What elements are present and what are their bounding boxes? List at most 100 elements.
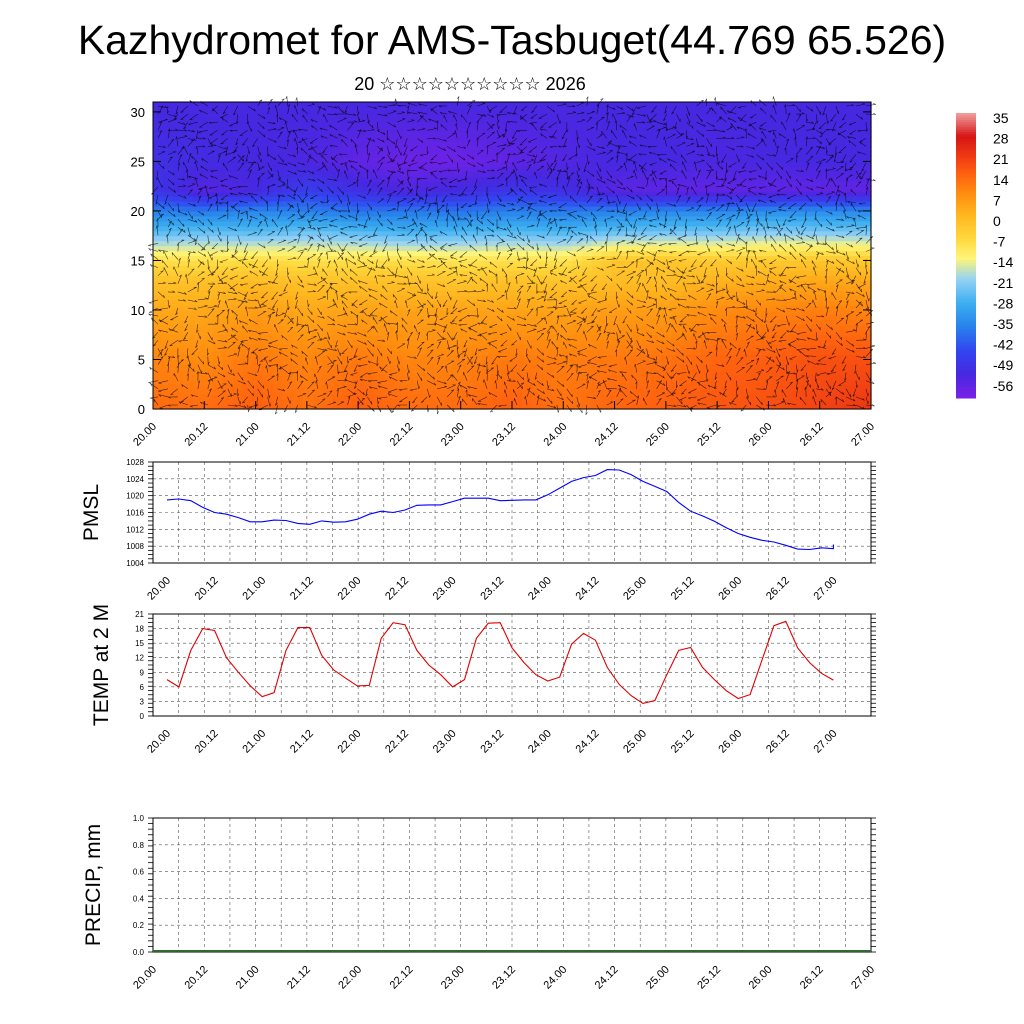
x-tick-label: 22.12 [388,421,416,449]
y-tick-label: 0.8 [133,841,145,850]
colorbar-label: 21 [993,151,1009,167]
x-tick-label: 21.12 [285,421,313,449]
x-tick-label: 20.12 [182,964,210,992]
colorbar-label: -28 [993,295,1013,311]
x-tick-label: 23.00 [439,964,467,992]
y-axis-title: TEMP at 2 M [90,604,113,726]
y-tick-label: 1028 [126,458,144,467]
x-tick-label: 22.00 [336,575,364,603]
x-tick-label: 26.12 [798,964,826,992]
y-tick-label: 21 [135,610,144,619]
x-tick-label: 22.00 [336,728,364,756]
x-tick-label: 20.00 [145,728,173,756]
x-tick-label: 26.12 [764,575,792,603]
x-tick-label: 27.00 [849,964,877,992]
y-tick-label: 15 [131,253,145,268]
y-tick-label: 18 [135,625,144,634]
colorbar-label: 14 [993,172,1009,188]
x-tick-label: 21.00 [240,575,268,603]
temp-plot: 0 3 6 9 12 15 18 21 20.00 20.12 21.00 21.12 22.00 22.… [90,604,876,756]
vertical-section-plot: 0 5 10 15 20 25 30 20.00 20.12 21.00 21.12 22.00 22.… [131,96,877,449]
y-tick-label: 6 [140,683,145,692]
y-tick-label: 5 [138,352,145,367]
temperature-field [153,102,872,410]
x-tick-label: 23.12 [478,575,506,603]
colorbar-label: -56 [993,378,1013,394]
wind-vectors [148,96,877,415]
x-tick-label: 27.00 [812,575,840,603]
minor-ticks [148,817,876,953]
panel-frame [152,613,872,717]
x-tick-label: 24.00 [541,964,569,992]
colorbar-label: -49 [993,357,1013,373]
colorbar-label: 0 [993,213,1001,229]
grid [152,613,872,717]
x-tick-label: 25.00 [621,575,649,603]
x-tick-label: 20.12 [193,575,221,603]
x-tick-label: 25.00 [644,964,672,992]
y-tick-label: 0.4 [133,894,145,903]
x-tick-label: 21.12 [288,728,316,756]
x-tick-label: 24.12 [593,964,621,992]
x-tick-label: 23.12 [478,728,506,756]
colorbar-label: -42 [993,337,1013,353]
chart-subtitle: 20 ☆☆☆☆☆☆☆☆☆☆ 2026 [354,74,586,94]
x-tick-label: 26.00 [747,964,775,992]
pmsl-plot: 1004 1008 1012 1016 1020 1024 1028 20.00 20.12 21… [80,458,876,603]
x-tick-label: 25.00 [644,421,672,449]
x-tick-label: 21.12 [288,575,316,603]
y-tick-label: 9 [140,668,145,677]
y-tick-label: 1024 [126,475,144,484]
x-tick-label: 20.12 [182,421,210,449]
x-tick-label: 22.00 [336,964,364,992]
y-tick-label: 10 [131,303,145,318]
x-tick-label: 20.00 [131,421,159,449]
precip-plot: 0.0 0.2 0.4 0.6 0.8 1.0 20.00 20.12 21.00 21.12 22… [82,814,877,992]
x-tick-label: 22.00 [336,421,364,449]
x-tick-label: 24.00 [541,421,569,449]
x-tick-label: 26.12 [764,728,792,756]
x-tick-label: 27.00 [849,421,877,449]
x-tick-label: 20.00 [145,575,173,603]
colorbar-label: 28 [993,131,1009,147]
x-tick-label: 23.00 [431,728,459,756]
y-tick-label: 1016 [126,509,144,518]
colorbar-label: 35 [993,110,1009,126]
x-tick-label: 26.00 [716,575,744,603]
panel-frame [152,461,872,564]
x-tick-label: 24.00 [526,728,554,756]
temp-line [166,620,834,704]
colorbar-label: -35 [993,316,1013,332]
x-tick-label: 26.12 [798,421,826,449]
x-tick-label: 25.12 [695,964,723,992]
colorbar-label: -7 [993,234,1006,250]
y-tick-label: 0.0 [133,948,145,957]
minor-ticks [148,461,876,564]
y-tick-label: 25 [131,154,145,169]
grid [152,817,872,953]
x-tick-label: 24.12 [593,421,621,449]
x-tick-label: 22.12 [383,575,411,603]
x-tick-label: 20.12 [193,728,221,756]
x-tick-label: 24.00 [526,575,554,603]
x-tick-label: 25.12 [669,728,697,756]
x-tick-label: 21.00 [240,728,268,756]
x-tick-label: 24.12 [574,575,602,603]
colorbar-label: -14 [993,254,1013,270]
y-tick-label: 1012 [126,525,144,534]
x-tick-label: 22.12 [383,728,411,756]
x-tick-label: 25.12 [695,421,723,449]
y-tick-label: 20 [131,204,145,219]
x-tick-label: 21.00 [234,964,262,992]
x-tick-label: 26.00 [716,728,744,756]
y-tick-label: 0 [140,712,145,721]
y-axis-title: PMSL [80,484,103,541]
x-tick-label: 23.00 [439,421,467,449]
y-axis-title: PRECIP, mm [82,824,105,946]
x-tick-label: 26.00 [747,421,775,449]
x-tick-label: 23.00 [431,575,459,603]
x-tick-label: 20.00 [131,964,159,992]
y-tick-label: 15 [135,639,144,648]
y-tick-label: 1.0 [133,814,145,823]
